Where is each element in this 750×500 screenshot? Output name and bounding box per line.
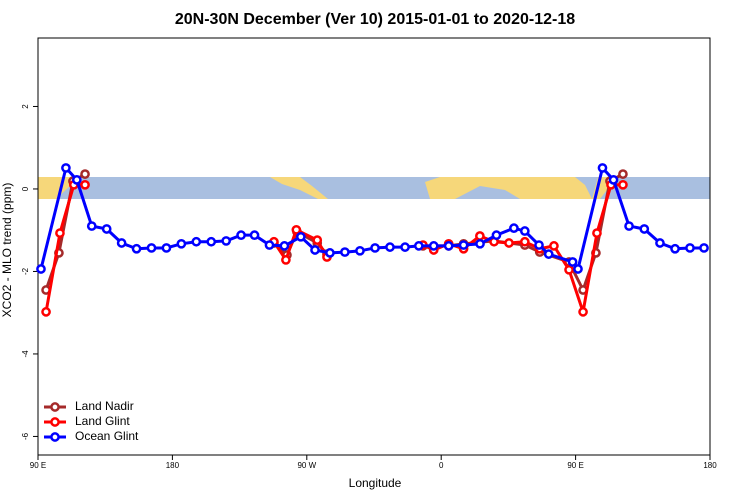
data-point xyxy=(655,238,665,248)
data-point xyxy=(534,240,544,250)
plot-frame xyxy=(37,37,711,456)
series xyxy=(36,163,709,274)
data-point xyxy=(146,243,157,253)
data-point xyxy=(385,242,395,252)
data-point xyxy=(264,240,275,250)
data-point xyxy=(573,264,583,274)
data-point xyxy=(400,242,410,252)
data-point xyxy=(543,249,554,259)
data-point xyxy=(325,248,335,258)
data-point xyxy=(41,307,51,317)
data-point xyxy=(413,241,424,251)
legend-label: Land Glint xyxy=(75,414,130,428)
data-point xyxy=(370,243,380,253)
data-point xyxy=(491,230,502,241)
x-tick-label: 0 xyxy=(439,461,444,470)
y-tick-label: 0 xyxy=(21,186,30,191)
data-point xyxy=(618,179,628,190)
data-point xyxy=(36,264,46,274)
data-point xyxy=(86,221,97,231)
data-point xyxy=(592,228,602,238)
data-point xyxy=(340,247,350,257)
data-point xyxy=(639,224,650,234)
data-point xyxy=(310,245,320,255)
y-tick-label: 2 xyxy=(21,104,30,109)
data-point xyxy=(549,241,559,251)
map-land xyxy=(270,177,328,199)
data-point xyxy=(101,224,112,234)
data-point xyxy=(504,238,514,248)
data-point xyxy=(191,236,202,247)
data-point xyxy=(281,255,291,265)
data-point xyxy=(80,169,90,179)
data-point xyxy=(116,238,127,248)
map-strip xyxy=(38,177,710,199)
data-point xyxy=(443,241,454,251)
y-axis-label: XCO2 - MLO trend (ppm) xyxy=(0,183,14,318)
data-point xyxy=(624,221,634,231)
legend-label: Ocean Glint xyxy=(75,429,139,443)
legend-label: Land Nadir xyxy=(75,399,134,413)
legend-swatch xyxy=(50,417,60,427)
legend-swatch xyxy=(50,402,60,412)
data-point xyxy=(475,238,485,249)
map-land xyxy=(425,177,592,199)
data-point xyxy=(564,264,574,275)
x-tick-label: 90 W xyxy=(297,461,316,470)
data-point xyxy=(71,175,82,185)
data-point xyxy=(567,257,578,267)
data-point xyxy=(618,169,628,179)
data-point xyxy=(699,243,709,253)
data-point xyxy=(578,307,588,317)
data-point xyxy=(312,235,323,245)
y-tick-label: -2 xyxy=(21,267,30,275)
data-point xyxy=(685,243,695,253)
data-point xyxy=(249,230,260,241)
data-point xyxy=(176,238,187,249)
data-point xyxy=(161,243,172,253)
data-point xyxy=(608,175,619,185)
data-point xyxy=(221,236,232,246)
data-point xyxy=(355,245,365,256)
data-point xyxy=(428,241,439,251)
data-point xyxy=(206,236,217,247)
y-tick-label: -4 xyxy=(21,350,30,358)
data-point xyxy=(597,163,608,173)
y-tick-label: -6 xyxy=(21,432,30,440)
data-point xyxy=(131,243,142,254)
data-point xyxy=(291,224,302,235)
data-point xyxy=(475,231,485,241)
data-point xyxy=(519,226,530,236)
data-point xyxy=(80,179,90,190)
legend-swatch xyxy=(50,432,60,442)
data-point xyxy=(519,236,530,247)
x-axis-label: Longitude xyxy=(349,476,402,490)
x-tick-label: 180 xyxy=(703,461,717,470)
data-point xyxy=(61,163,71,173)
map-land xyxy=(38,177,78,199)
data-point xyxy=(279,241,290,251)
data-point xyxy=(458,240,469,250)
data-point xyxy=(670,243,680,254)
data-point xyxy=(295,231,306,242)
x-tick-label: 90 E xyxy=(30,461,46,470)
chart-title: 20N-30N December (Ver 10) 2015-01-01 to … xyxy=(175,11,575,28)
data-point xyxy=(236,230,246,241)
data-point xyxy=(55,228,65,238)
x-tick-label: 90 E xyxy=(567,461,583,470)
data-point xyxy=(509,223,519,233)
x-tick-label: 180 xyxy=(166,461,180,470)
